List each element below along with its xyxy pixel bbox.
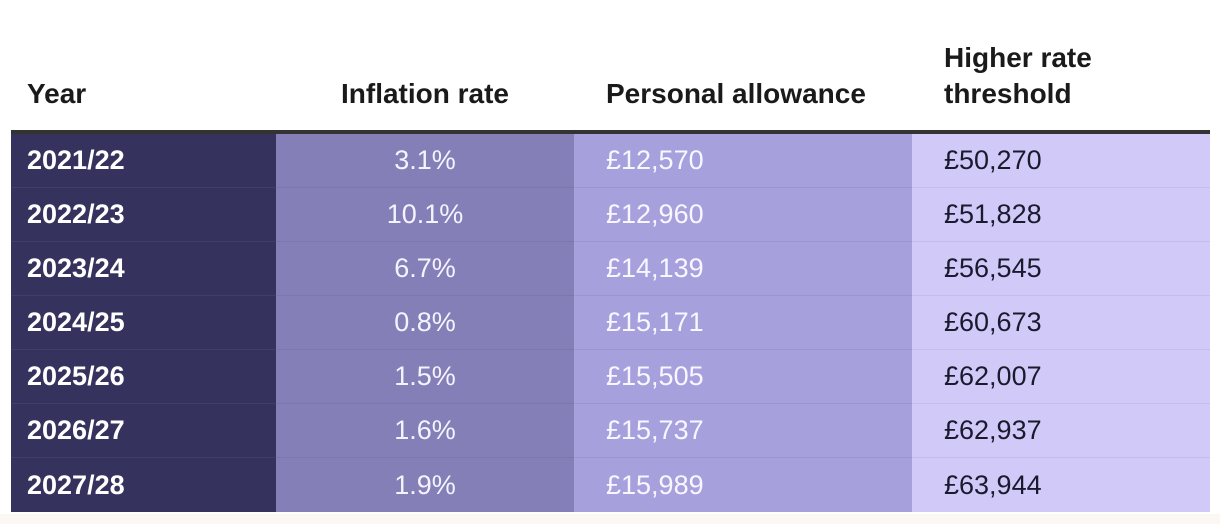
table-row: 2025/26 1.5% £15,505 £62,007 <box>11 350 1210 404</box>
table-row: 2027/28 1.9% £15,989 £63,944 <box>11 458 1210 512</box>
table-row: 2022/23 10.1% £12,960 £51,828 <box>11 188 1210 242</box>
header-higher-rate-threshold: Higher rate threshold <box>912 0 1210 130</box>
cell-personal-allowance: £15,737 <box>574 404 912 458</box>
header-inflation-line-1: Inflation rate <box>340 78 509 109</box>
cell-inflation-rate: 0.8% <box>276 296 574 350</box>
cell-inflation-rate: 1.9% <box>276 458 574 512</box>
cell-inflation-rate: 1.6% <box>276 404 574 458</box>
cell-year: 2021/22 <box>11 134 276 188</box>
table-row: 2026/27 1.6% £15,737 £62,937 <box>11 404 1210 458</box>
header-threshold-line-2: threshold <box>944 78 1072 109</box>
cell-higher-rate-threshold: £50,270 <box>912 134 1210 188</box>
cell-year: 2025/26 <box>11 350 276 404</box>
table-row: 2023/24 6.7% £14,139 £56,545 <box>11 242 1210 296</box>
cell-higher-rate-threshold: £56,545 <box>912 242 1210 296</box>
cell-year: 2027/28 <box>11 458 276 512</box>
cell-year: 2026/27 <box>11 404 276 458</box>
header-year: Year <box>11 0 276 130</box>
cell-higher-rate-threshold: £60,673 <box>912 296 1210 350</box>
cell-personal-allowance: £12,570 <box>574 134 912 188</box>
cell-personal-allowance: £14,139 <box>574 242 912 296</box>
header-threshold-line-1: Higher rate <box>944 42 1092 73</box>
table-header-row: Year Inflation rate Personal allowance H… <box>11 0 1210 134</box>
table-row: 2021/22 3.1% £12,570 £50,270 <box>11 134 1210 188</box>
cell-personal-allowance: £15,171 <box>574 296 912 350</box>
cell-inflation-rate: 10.1% <box>276 188 574 242</box>
cell-inflation-rate: 6.7% <box>276 242 574 296</box>
cell-personal-allowance: £12,960 <box>574 188 912 242</box>
table-row: 2024/25 0.8% £15,171 £60,673 <box>11 296 1210 350</box>
header-allowance-line-1: Personal allowance <box>606 78 866 109</box>
tax-threshold-table: Year Inflation rate Personal allowance H… <box>11 0 1210 512</box>
cell-year: 2022/23 <box>11 188 276 242</box>
cell-personal-allowance: £15,505 <box>574 350 912 404</box>
header-inflation-rate: Inflation rate <box>276 0 574 130</box>
cell-inflation-rate: 1.5% <box>276 350 574 404</box>
cell-year: 2024/25 <box>11 296 276 350</box>
cell-higher-rate-threshold: £63,944 <box>912 458 1210 512</box>
table-body: 2021/22 3.1% £12,570 £50,270 2022/23 10.1% £12… <box>11 134 1210 512</box>
cell-inflation-rate: 3.1% <box>276 134 574 188</box>
cell-personal-allowance: £15,989 <box>574 458 912 512</box>
cell-higher-rate-threshold: £62,007 <box>912 350 1210 404</box>
bottom-strip <box>0 514 1220 524</box>
cell-year: 2023/24 <box>11 242 276 296</box>
header-year-line-1: Year <box>27 78 87 109</box>
cell-higher-rate-threshold: £51,828 <box>912 188 1210 242</box>
cell-higher-rate-threshold: £62,937 <box>912 404 1210 458</box>
header-personal-allowance: Personal allowance <box>574 0 912 130</box>
